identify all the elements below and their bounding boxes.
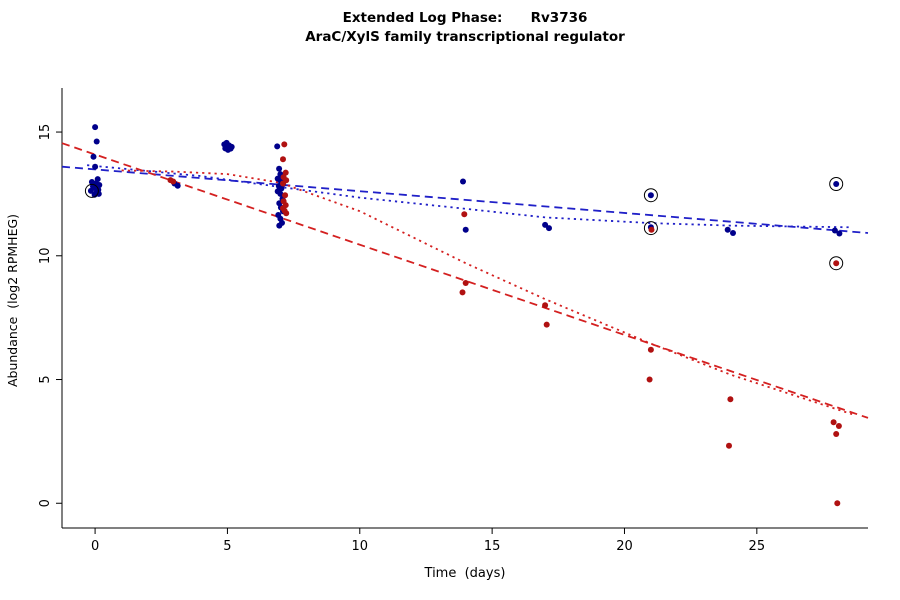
red-data-point — [834, 500, 841, 507]
red-data-point — [833, 260, 840, 267]
blue-data-point — [227, 145, 234, 152]
red-data-point — [646, 376, 653, 383]
x-tick-label: 20 — [616, 539, 633, 554]
y-tick-label: 0 — [38, 499, 53, 507]
blue-data-point — [174, 182, 181, 189]
x-tick-label: 10 — [352, 539, 369, 554]
circled-point-marker — [829, 177, 844, 191]
blue-data-point — [95, 190, 102, 197]
x-tick-label: 5 — [223, 539, 231, 554]
title-block: Extended Log Phase: Rv3736 AraC/XylS fam… — [62, 10, 868, 45]
blue-data-point — [276, 222, 283, 229]
red-data-point — [459, 289, 466, 296]
red-data-point — [543, 321, 550, 328]
blue-data-point — [90, 153, 97, 160]
blue-data-point — [92, 163, 99, 170]
red-data-point — [280, 180, 286, 187]
y-axis-label: Abundance (log2 RPMHEG) — [5, 213, 21, 387]
red-data-point — [170, 178, 177, 185]
blue-data-point — [92, 124, 99, 131]
red-data-point — [647, 346, 654, 353]
y-tick-label: 5 — [38, 375, 53, 383]
blue-data-point — [93, 138, 100, 145]
blue-data-point — [87, 187, 94, 194]
y-tick-label: 15 — [38, 124, 53, 141]
blue-data-point — [274, 143, 281, 150]
red-data-point — [542, 302, 549, 309]
blue-data-point — [462, 226, 469, 233]
red-data-point — [833, 431, 840, 437]
red-data-point — [280, 156, 286, 163]
x-tick-label: 25 — [749, 539, 766, 554]
blue-data-point — [546, 225, 552, 232]
blue-data-point — [460, 178, 466, 185]
blue_dashed_trend — [61, 165, 869, 234]
red-data-point — [282, 192, 289, 199]
red-data-point — [830, 419, 837, 426]
red-data-point — [648, 226, 655, 233]
blue-data-point — [647, 192, 654, 199]
blue-data-point — [724, 226, 731, 233]
chart-title: Extended Log Phase: Rv3736 — [342, 10, 588, 26]
red-data-point — [726, 442, 732, 449]
circled-point-marker — [643, 188, 658, 203]
circled-point-marker — [643, 221, 658, 236]
blue-data-point — [831, 227, 838, 234]
red_dotted_trend — [121, 169, 853, 416]
red-data-point — [282, 169, 289, 176]
red-data-point — [462, 280, 469, 286]
red-data-point — [461, 211, 468, 218]
circled-point-marker — [829, 256, 844, 271]
chart-subtitle: AraC/XylS family transcriptional regulat… — [305, 29, 625, 45]
blue-data-point — [730, 230, 736, 236]
x-axis-label: Time (days) — [424, 566, 506, 581]
blue-data-point — [833, 181, 840, 187]
blue-data-point — [836, 230, 843, 237]
y-tick-label: 10 — [38, 248, 53, 265]
red-data-point — [283, 210, 290, 217]
blue_dotted_trend — [87, 164, 853, 229]
blue-data-point — [277, 190, 284, 197]
y-axis-label-wrap: Abundance (log2 RPMHEG) — [0, 0, 26, 600]
x-tick-label: 0 — [91, 539, 99, 554]
red-data-point — [835, 423, 842, 429]
red_dashed_trend — [61, 142, 869, 419]
blue-data-point — [276, 165, 283, 172]
red-data-point — [727, 396, 734, 403]
red-data-point — [281, 141, 288, 148]
circled-point-marker — [84, 183, 99, 198]
x-tick-label: 15 — [484, 539, 501, 554]
